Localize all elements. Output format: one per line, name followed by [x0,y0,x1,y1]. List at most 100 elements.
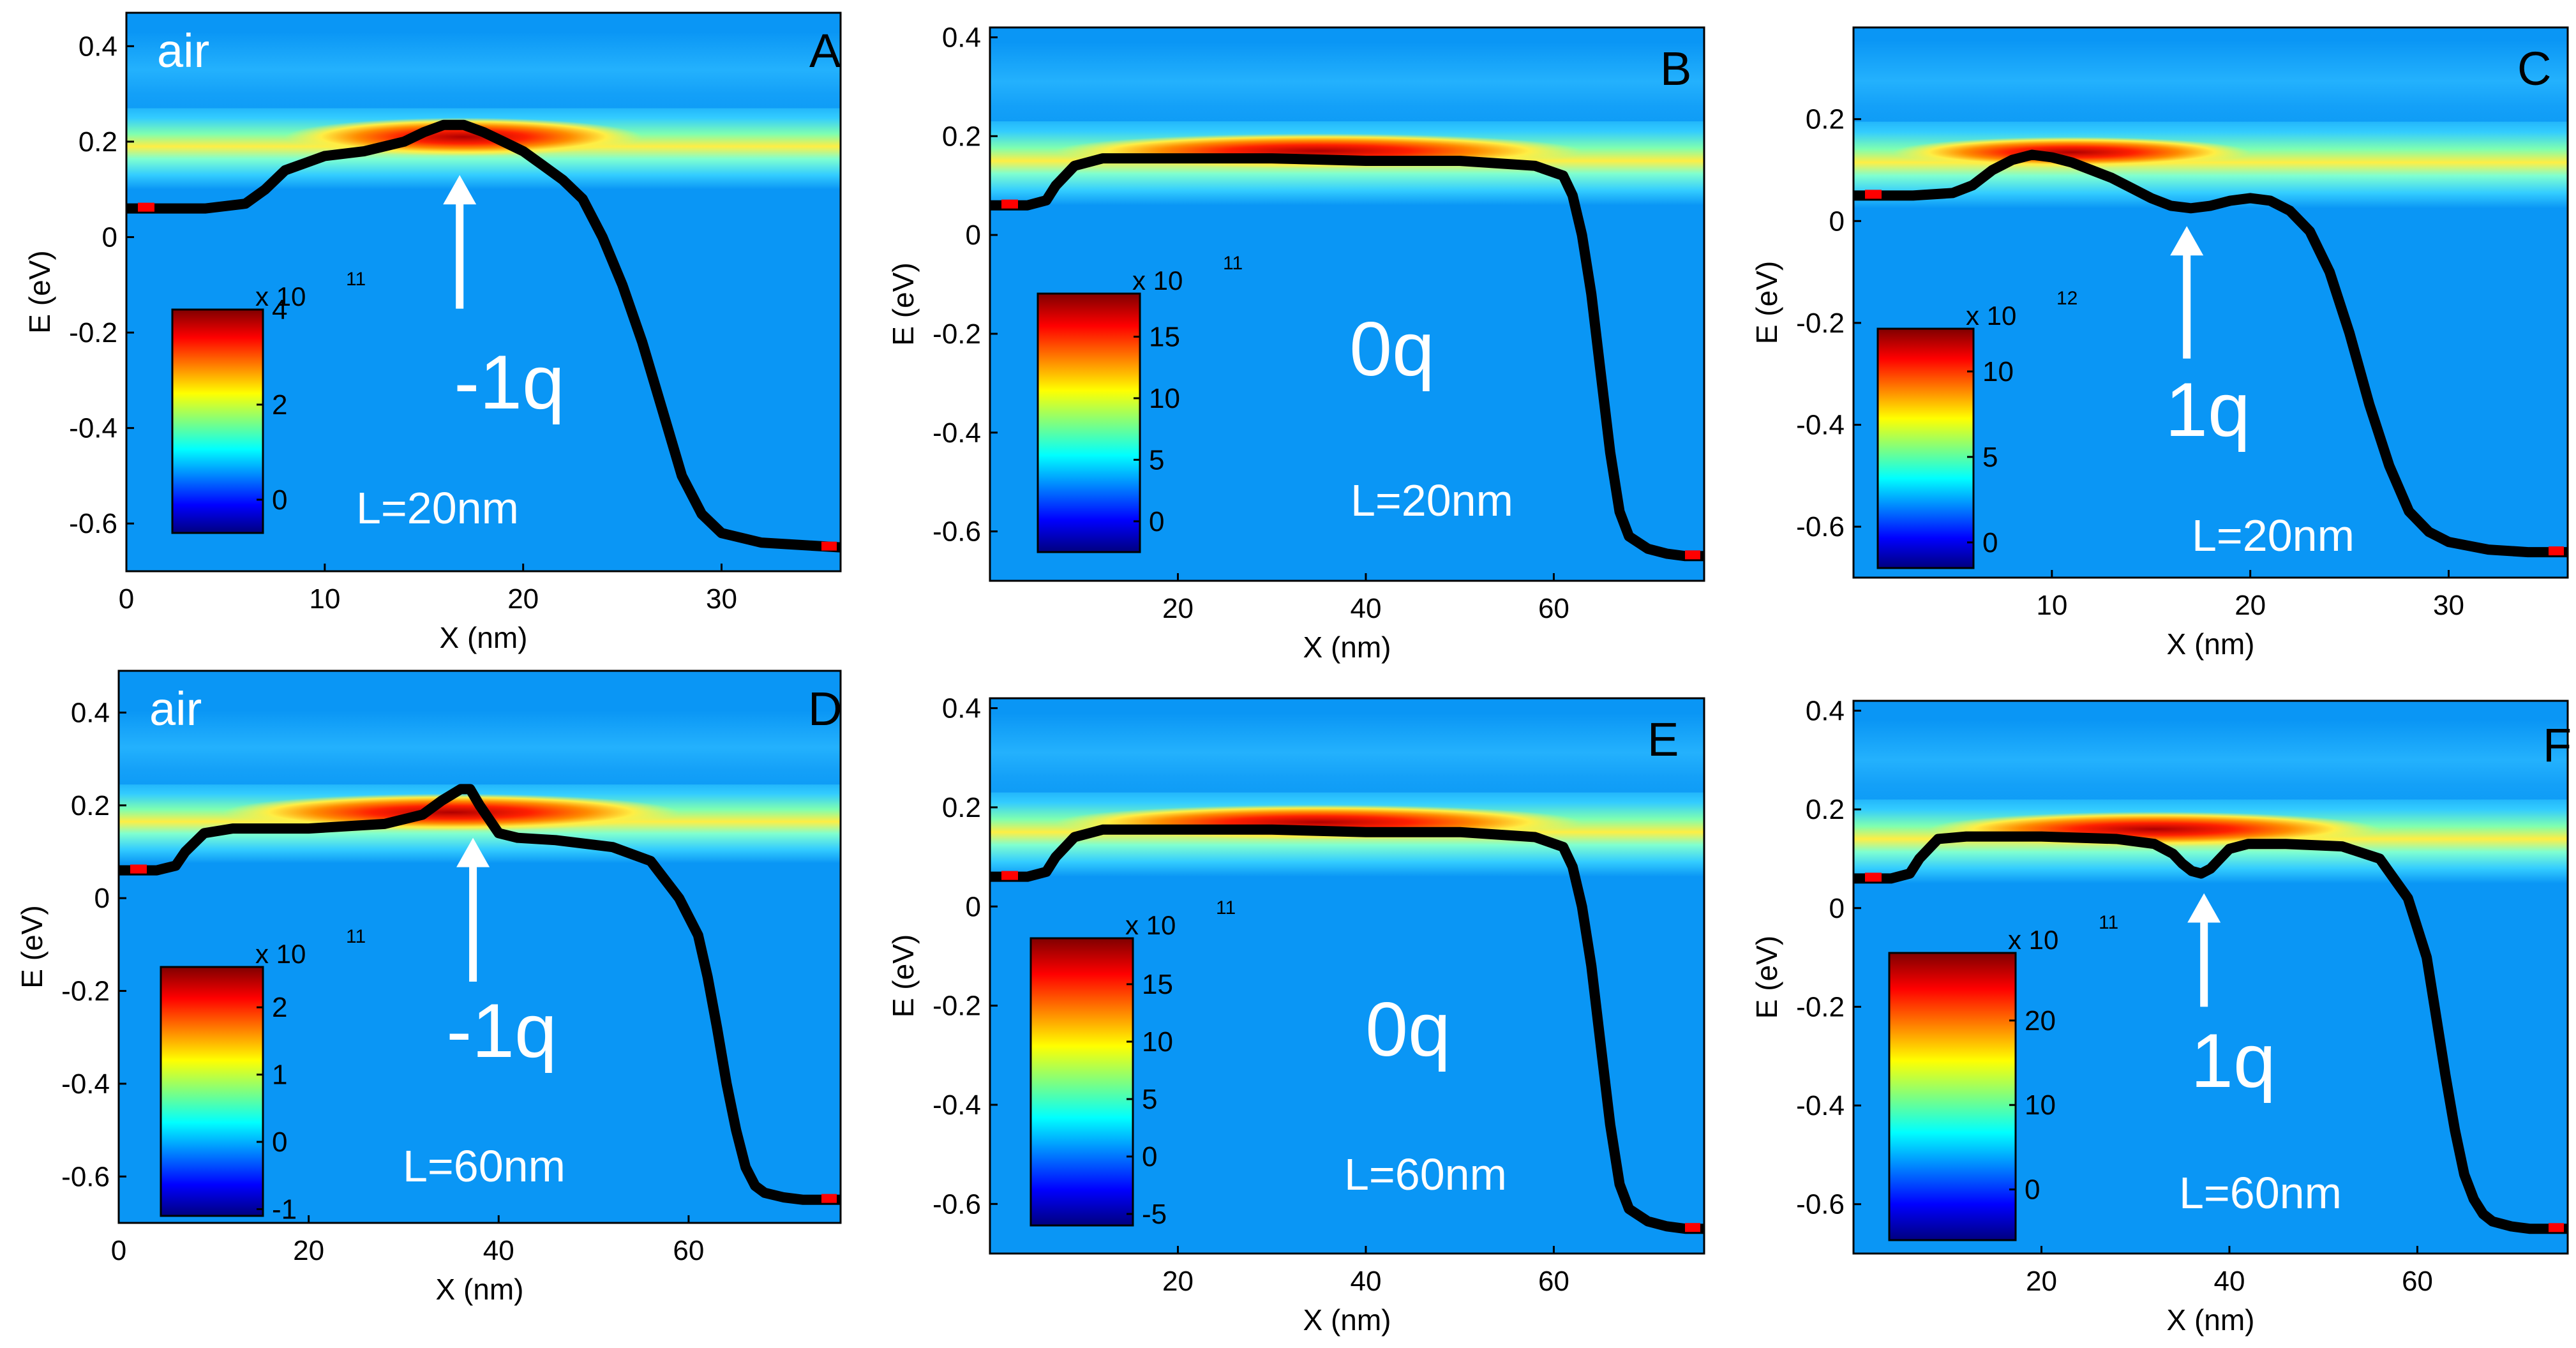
x-tick-label: 0 [111,1235,126,1266]
plot-frame [1852,700,2569,1255]
medium-label: air [149,682,202,735]
colorbar-tick-label: 10 [2025,1090,2056,1121]
source-marker [1001,199,1018,209]
band-edge-curve [1853,149,2568,558]
annotations: air D -1q L=60nm [149,682,842,1191]
charge-label: 1q [2165,367,2250,453]
source-marker [138,202,154,212]
x-tick-label: 30 [2433,590,2464,621]
colorbar: 15 10 5 0 x 10 11 [1037,253,1243,553]
y-tick-label: -0.2 [61,976,110,1007]
y-tick-label: -0.6 [69,508,117,539]
hot-core [223,793,680,831]
y-tick-label: 0.4 [942,693,981,724]
upper-band-layer [126,31,841,109]
x-tick-label: 40 [483,1235,514,1266]
colorbar-tick-label: 4 [272,294,287,326]
drain-marker [2549,546,2564,556]
y-tick-label: 0 [966,891,981,922]
band-edge-curve [126,119,841,553]
colorbar-power: 11 [346,269,366,290]
panel-letter: B [1660,42,1691,95]
x-tick-label: 60 [1538,1266,1569,1297]
source-marker [130,864,147,874]
y-tick-label: 0.4 [79,31,117,62]
annotations: air A -1q L=20nm [157,24,841,533]
drain-marker [1685,1223,1700,1232]
colorbar-power: 12 [2056,288,2078,309]
length-label: L=60nm [1344,1150,1507,1199]
y-axis-label: E (eV) [23,250,56,333]
band-edge-curve [990,153,1704,562]
panel-a: 0 10 20 300.40.20-0.2-0.4-0.6X (nm)E (eV) 42… [23,11,842,654]
panel-b: 20 40 600.40.20-0.2-0.4-0.6X (nm)E (eV) 151… [887,22,1705,664]
axes: 20 40 60 0.4 0.2 0 -0.2 -0.4 -0.6 X (nm) E (eV) [887,693,1569,1337]
colorbar-tick-label: 10 [1149,383,1180,414]
upper-band-layer [990,713,1704,793]
panel-e: 20 40 600.40.20-0.2-0.4-0.6X (nm)E (eV) 151… [887,693,1705,1337]
charge-label: -1q [446,988,557,1074]
colorbar-exponent: x 10 [255,281,306,311]
charge-label: -1q [454,340,564,425]
upper-band-layer [1853,720,2568,800]
drain-marker [2549,1223,2564,1232]
y-tick-label: -0.4 [1796,1090,1845,1121]
axes: 0 20 40 600.40.20-0.2-0.4-0.6X (nm)E (eV) [15,697,704,1306]
length-label: L=60nm [403,1141,565,1191]
plot-frame [117,670,842,1224]
y-tick-label: -0.2 [69,317,117,348]
colorbar-tick-label: 0 [1142,1141,1157,1172]
y-tick-label: -0.6 [61,1161,110,1192]
colorbar-tick-label: 10 [1142,1026,1173,1058]
colorbar-tick-label: 5 [1149,444,1164,476]
plot-frame [1852,26,2569,579]
y-tick-label: -0.4 [932,1090,981,1121]
x-axis-label: X (nm) [436,1273,524,1306]
y-tick-label: -0.4 [69,413,117,444]
panel-d: 0 20 40 60 0.4 0.2 0 -0.2 -0.4 -0.6 X (nm) E (eV) 2 1… [15,670,842,1306]
colorbar-exponent: x 10 [1966,301,2016,331]
panel-c: 10 20 30 0.2 0 -0.2 -0.4 -0.6 X (nm) E (eV) 10 5 0 x … [1750,26,2569,661]
colorbar-scale [171,308,264,534]
colorbar-scale [1030,937,1134,1227]
y-axis-label: E (eV) [1750,936,1783,1019]
x-axis-label: X (nm) [440,621,528,654]
y-tick-label: 0.2 [1806,104,1845,135]
charge-label: 1q [2190,1018,2275,1104]
panel-letter: A [809,24,841,77]
y-tick-label: -0.2 [1796,991,1845,1022]
colorbar-exponent: x 10 [255,939,306,969]
x-tick-label: 40 [2213,1266,2245,1297]
x-tick-label: 10 [309,583,340,615]
colorbar-tick-label: 0 [272,1127,287,1158]
axes: 0 10 20 300.40.20-0.2-0.4-0.6X (nm)E (eV) [23,31,737,654]
panel-letter: E [1647,713,1679,766]
arrow-head [2170,226,2204,256]
x-tick-label: 60 [1538,593,1569,624]
annotations: C 1q L=20nm [2165,42,2551,560]
source-marker [1865,190,1882,199]
y-tick-label: -0.2 [932,318,981,350]
axes: 20 40 60 0.4 0.2 0 -0.2 -0.4 -0.6 X (nm) E (eV) [887,22,1569,664]
y-tick-label: -0.2 [932,991,981,1022]
y-axis-label: E (eV) [887,934,920,1017]
colorbar-tick-label: 2 [272,389,287,421]
colorbar-tick-label: -5 [1142,1199,1167,1230]
source-marker [1865,872,1882,882]
x-tick-label: 20 [1162,1266,1194,1297]
colorbar-tick-label: 0 [272,484,287,516]
y-axis-label: E (eV) [887,262,920,345]
plot-frame [989,697,1705,1255]
colorbar-exponent: x 10 [1132,266,1183,296]
length-label: L=60nm [2179,1168,2342,1218]
y-axis-label: E (eV) [15,905,49,988]
heatmap-field [1853,40,2568,558]
x-tick-label: 20 [293,1235,324,1266]
plot-frame [125,11,842,573]
colorbar: 15 10 5 0 -5 x 10 11 [1030,897,1236,1230]
y-tick-label: 0 [966,220,981,251]
y-tick-label: -0.6 [1796,1189,1845,1220]
upper-band-layer [990,42,1704,122]
medium-label: air [157,24,209,77]
y-tick-label: 0.2 [942,792,981,823]
